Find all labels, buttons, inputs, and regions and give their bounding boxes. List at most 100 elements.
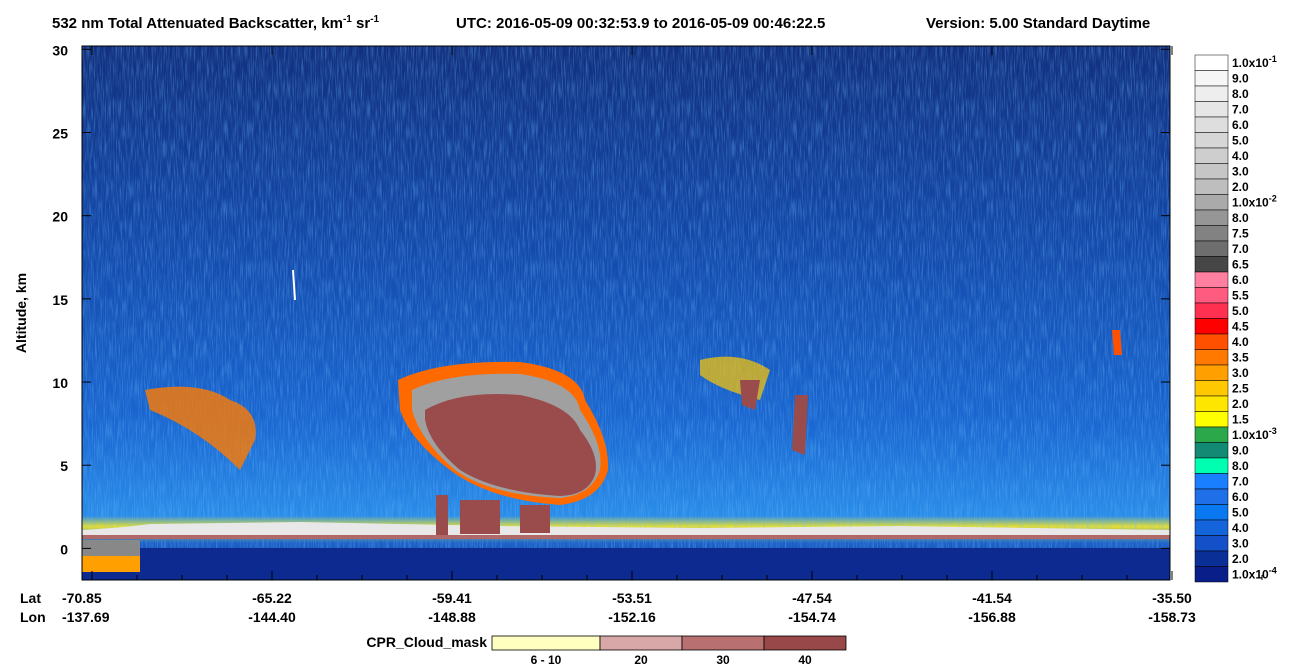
- colorbar-box: [1194, 302, 1229, 319]
- colorbar-label-text: 6.0: [1232, 118, 1249, 132]
- colorbar-label-text: 6.5: [1232, 257, 1249, 271]
- colorbar-label-text: 6.0: [1232, 490, 1249, 504]
- cloud-mask-box: [763, 635, 847, 651]
- colorbar-label-text: 3.0: [1232, 164, 1249, 178]
- y-tick-label: 25: [52, 126, 68, 142]
- cloud-mask-title: CPR_Cloud_mask: [366, 634, 487, 650]
- colorbar-box: [1194, 54, 1229, 71]
- title: 532 nm Total Attenuated Backscatter, km-…: [52, 14, 380, 32]
- lat-label: -59.41: [432, 590, 472, 606]
- title-text: 532 nm Total Attenuated Backscatter, km: [52, 15, 343, 32]
- colorbar-label: 4.0: [1232, 149, 1249, 163]
- colorbar-label: 6.0: [1232, 490, 1249, 504]
- colorbar-label: 7.0: [1232, 474, 1249, 488]
- colorbar-label-sup: -2: [1269, 193, 1277, 203]
- y-axis-label: Altitude, km: [13, 273, 29, 353]
- colorbar-label: 2.5: [1232, 381, 1249, 395]
- colorbar-label-text: 5.0: [1232, 505, 1249, 519]
- colorbar-label: 1.0x10-2: [1232, 193, 1277, 209]
- colorbar-box: [1194, 256, 1229, 273]
- colorbar-box: [1194, 287, 1229, 304]
- lat-label: -35.50: [1152, 590, 1192, 606]
- lon-label: -158.73: [1148, 609, 1196, 625]
- lon-label: -156.88: [968, 609, 1016, 625]
- lon-label: -137.69: [62, 609, 110, 625]
- colorbar-label-text: 7.0: [1232, 242, 1249, 256]
- colorbar-box: [1194, 426, 1229, 443]
- colorbar-label: 4.5: [1232, 319, 1249, 333]
- colorbar-label: 2.0: [1232, 397, 1249, 411]
- colorbar-box: [1194, 70, 1229, 87]
- lat-label: -53.51: [612, 590, 652, 606]
- colorbar-label-text: 7.0: [1232, 474, 1249, 488]
- colorbar-label-text: 2.0: [1232, 552, 1249, 566]
- cloud-mask-box: [491, 635, 601, 651]
- x-row-label: Lon: [20, 609, 46, 625]
- colorbar-label-text: 1.5: [1232, 412, 1249, 426]
- colorbar-box: [1194, 380, 1229, 397]
- colorbar-box: [1194, 488, 1229, 505]
- colorbar-label-text: 1.0x10: [1232, 428, 1269, 442]
- colorbar-label: 6.0: [1232, 273, 1249, 287]
- colorbar-label: 7.0: [1232, 102, 1249, 116]
- colorbar-box: [1194, 209, 1229, 226]
- colorbar-box: [1194, 442, 1229, 459]
- colorbar-label: 7.0: [1232, 242, 1249, 256]
- plot-frame: [81, 45, 1171, 581]
- lat-label: -65.22: [252, 590, 292, 606]
- colorbar-box: [1194, 473, 1229, 490]
- colorbar-label-text: 2.0: [1232, 397, 1249, 411]
- colorbar-label: 1.0x10-4: [1232, 565, 1277, 581]
- colorbar-label-text: 3.0: [1232, 366, 1249, 380]
- colorbar-label-text: 1.0x10: [1232, 567, 1269, 581]
- cloud-mask-label: 30: [716, 653, 730, 667]
- colorbar-label: 5.0: [1232, 505, 1249, 519]
- lon-label: -154.74: [788, 609, 836, 625]
- colorbar-box: [1194, 101, 1229, 118]
- colorbar-label: 5.0: [1232, 304, 1249, 318]
- colorbar-label: 3.5: [1232, 350, 1249, 364]
- colorbar-label-text: 5.0: [1232, 133, 1249, 147]
- colorbar-label-text: 8.0: [1232, 459, 1249, 473]
- lon-label: -152.16: [608, 609, 656, 625]
- colorbar-label: 3.0: [1232, 366, 1249, 380]
- colorbar-label-text: 5.5: [1232, 288, 1249, 302]
- y-tick-label: 15: [52, 292, 68, 308]
- colorbar-label: 1.5: [1232, 412, 1249, 426]
- colorbar-box: [1194, 163, 1229, 180]
- colorbar-box: [1194, 364, 1229, 381]
- cloud-mask-box: [681, 635, 765, 651]
- colorbar-box: [1194, 147, 1229, 164]
- cloud-mask-label: 6 - 10: [531, 653, 562, 667]
- colorbar-label-text: 9.0: [1232, 71, 1249, 85]
- colorbar-label: 5.5: [1232, 288, 1249, 302]
- colorbar-label-text: 4.5: [1232, 319, 1249, 333]
- colorbar-box: [1194, 519, 1229, 536]
- colorbar-label-text: 7.0: [1232, 102, 1249, 116]
- colorbar-label-text: 4.0: [1232, 521, 1249, 535]
- colorbar-box: [1194, 566, 1229, 583]
- colorbar-box: [1194, 535, 1229, 552]
- y-tick-label: 20: [52, 209, 68, 225]
- colorbar-label: 8.0: [1232, 459, 1249, 473]
- colorbar-label: 1.0x10-3: [1232, 426, 1277, 442]
- colorbar-label-text: 4.0: [1232, 335, 1249, 349]
- colorbar-box: [1194, 411, 1229, 428]
- colorbar-label-text: 1.0x10: [1232, 195, 1269, 209]
- colorbar-label: 4.0: [1232, 335, 1249, 349]
- colorbar-label-text: 3.0: [1232, 536, 1249, 550]
- lat-label: -70.85: [62, 590, 102, 606]
- title-version: Version: 5.00 Standard Daytime: [926, 15, 1150, 32]
- y-tick-label: 0: [60, 541, 68, 557]
- colorbar-label-sup: -1: [1269, 54, 1277, 64]
- y-tick-label: 30: [52, 42, 68, 58]
- colorbar-label: 2.0: [1232, 180, 1249, 194]
- colorbar-box: [1194, 349, 1229, 366]
- colorbar-box: [1194, 132, 1229, 149]
- colorbar-label-text: 4.0: [1232, 149, 1249, 163]
- colorbar-label-text: 7.5: [1232, 226, 1249, 240]
- lon-label: -144.40: [248, 609, 296, 625]
- title-text: sr: [352, 15, 371, 32]
- colorbar-label: 3.0: [1232, 536, 1249, 550]
